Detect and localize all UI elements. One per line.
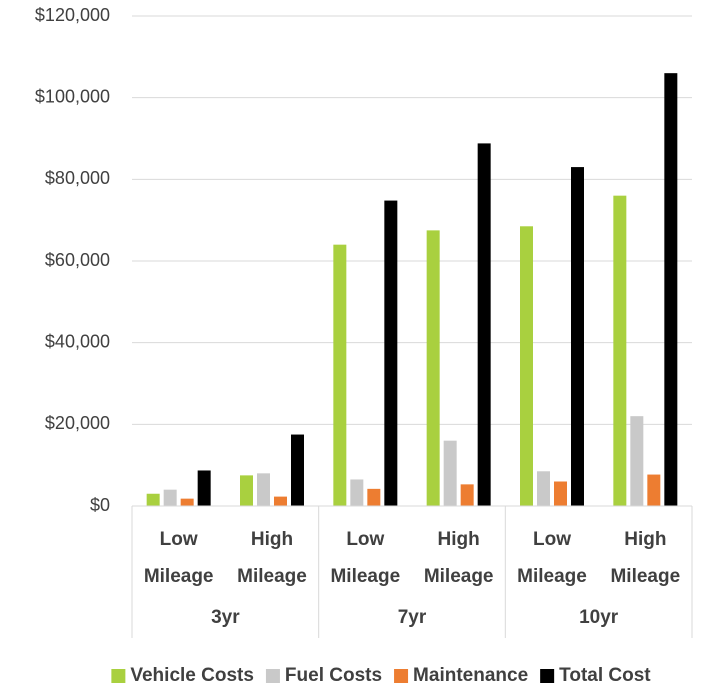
legend-swatch — [540, 669, 555, 683]
bar — [197, 470, 211, 506]
x-tick-label: Low Mileage — [144, 529, 214, 587]
legend-swatch — [265, 669, 280, 683]
bar — [613, 195, 627, 506]
bar — [333, 244, 347, 506]
bar — [240, 475, 253, 506]
bar — [350, 479, 364, 506]
bar — [520, 226, 533, 506]
y-tick-label: $80,000 — [45, 168, 110, 188]
group-label: 7yr — [398, 607, 427, 628]
bar — [426, 230, 440, 506]
group-label: 3yr — [211, 607, 240, 628]
legend-label: Fuel Costs — [285, 665, 382, 686]
y-tick-label: $100,000 — [35, 86, 110, 106]
bar — [384, 200, 398, 507]
legend-swatch — [394, 669, 409, 683]
bar — [554, 481, 567, 506]
x-tick-label: High Mileage — [237, 529, 307, 587]
bar — [571, 167, 584, 507]
bar — [664, 73, 678, 507]
x-tick-label: High Mileage — [424, 529, 494, 587]
bar — [146, 493, 160, 506]
bar — [477, 143, 491, 506]
bar — [443, 440, 457, 506]
bar — [460, 484, 474, 506]
bar — [291, 434, 304, 506]
legend-label: Total Cost — [559, 665, 651, 686]
y-tick-label: $40,000 — [45, 331, 110, 351]
legend: Vehicle Costs Fuel Costs Maintenance Total … — [111, 665, 651, 686]
bar — [257, 473, 270, 506]
x-tick-label: High Mileage — [610, 529, 680, 587]
bar — [367, 488, 381, 506]
bar — [163, 489, 177, 506]
legend-label: Maintenance — [413, 665, 528, 686]
y-tick-label: $120,000 — [35, 5, 110, 25]
y-tick-label: $0 — [90, 495, 110, 515]
legend-label: Vehicle Costs — [130, 665, 254, 686]
bar — [537, 471, 550, 506]
bar — [180, 498, 194, 506]
x-tick-label: Low Mileage — [517, 529, 587, 587]
legend-swatch — [111, 669, 126, 683]
bar — [630, 416, 644, 506]
y-tick-label: $60,000 — [45, 250, 110, 270]
x-tick-label: Low Mileage — [330, 529, 400, 587]
group-label: 10yr — [579, 607, 619, 628]
bar — [647, 474, 661, 506]
bar — [274, 496, 287, 506]
y-tick-label: $20,000 — [45, 413, 110, 433]
